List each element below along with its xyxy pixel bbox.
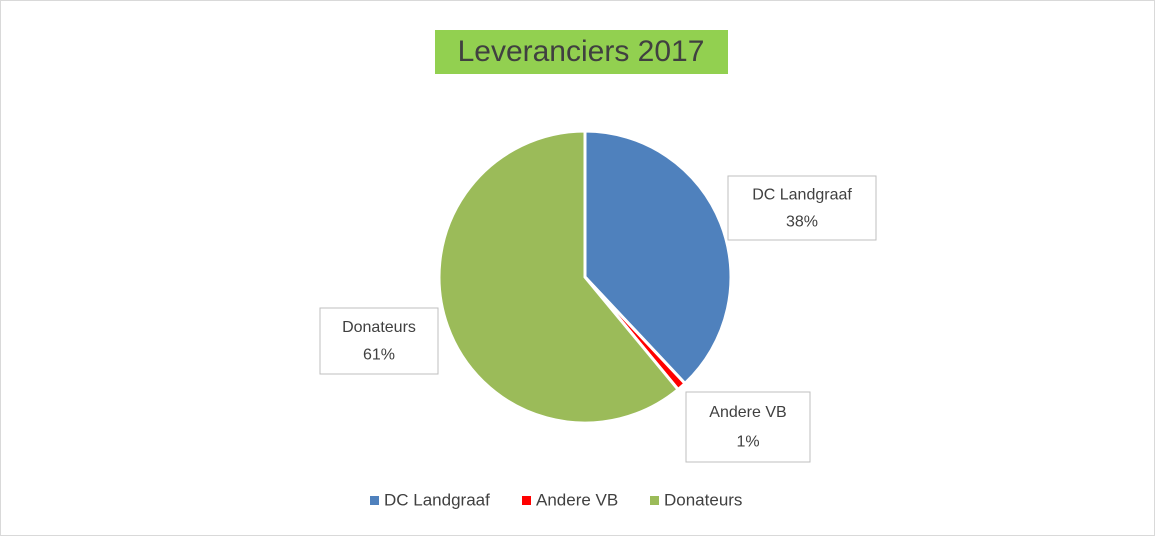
legend-swatch: [522, 496, 531, 505]
data-label-name: DC Landgraaf: [752, 186, 852, 203]
title-box: [435, 30, 728, 74]
data-label-name: Donateurs: [342, 319, 416, 336]
data-label-box: [685, 391, 811, 463]
pie-slice: [583, 129, 733, 386]
data-label-box: [727, 175, 877, 241]
chart-title: Leveranciers 2017: [458, 35, 705, 68]
legend-swatch: [650, 496, 659, 505]
legend-label: Donateurs: [664, 490, 742, 509]
pie-slice: [437, 129, 681, 425]
data-label-value: 61%: [363, 347, 395, 364]
data-label-name: Andere VB: [709, 404, 786, 421]
legend-swatch: [370, 496, 379, 505]
data-label-box: [319, 307, 439, 375]
data-label-value: 1%: [736, 434, 759, 451]
data-label-value: 38%: [786, 213, 818, 230]
legend-label: Andere VB: [536, 490, 618, 509]
legend-label: DC Landgraaf: [384, 490, 490, 509]
